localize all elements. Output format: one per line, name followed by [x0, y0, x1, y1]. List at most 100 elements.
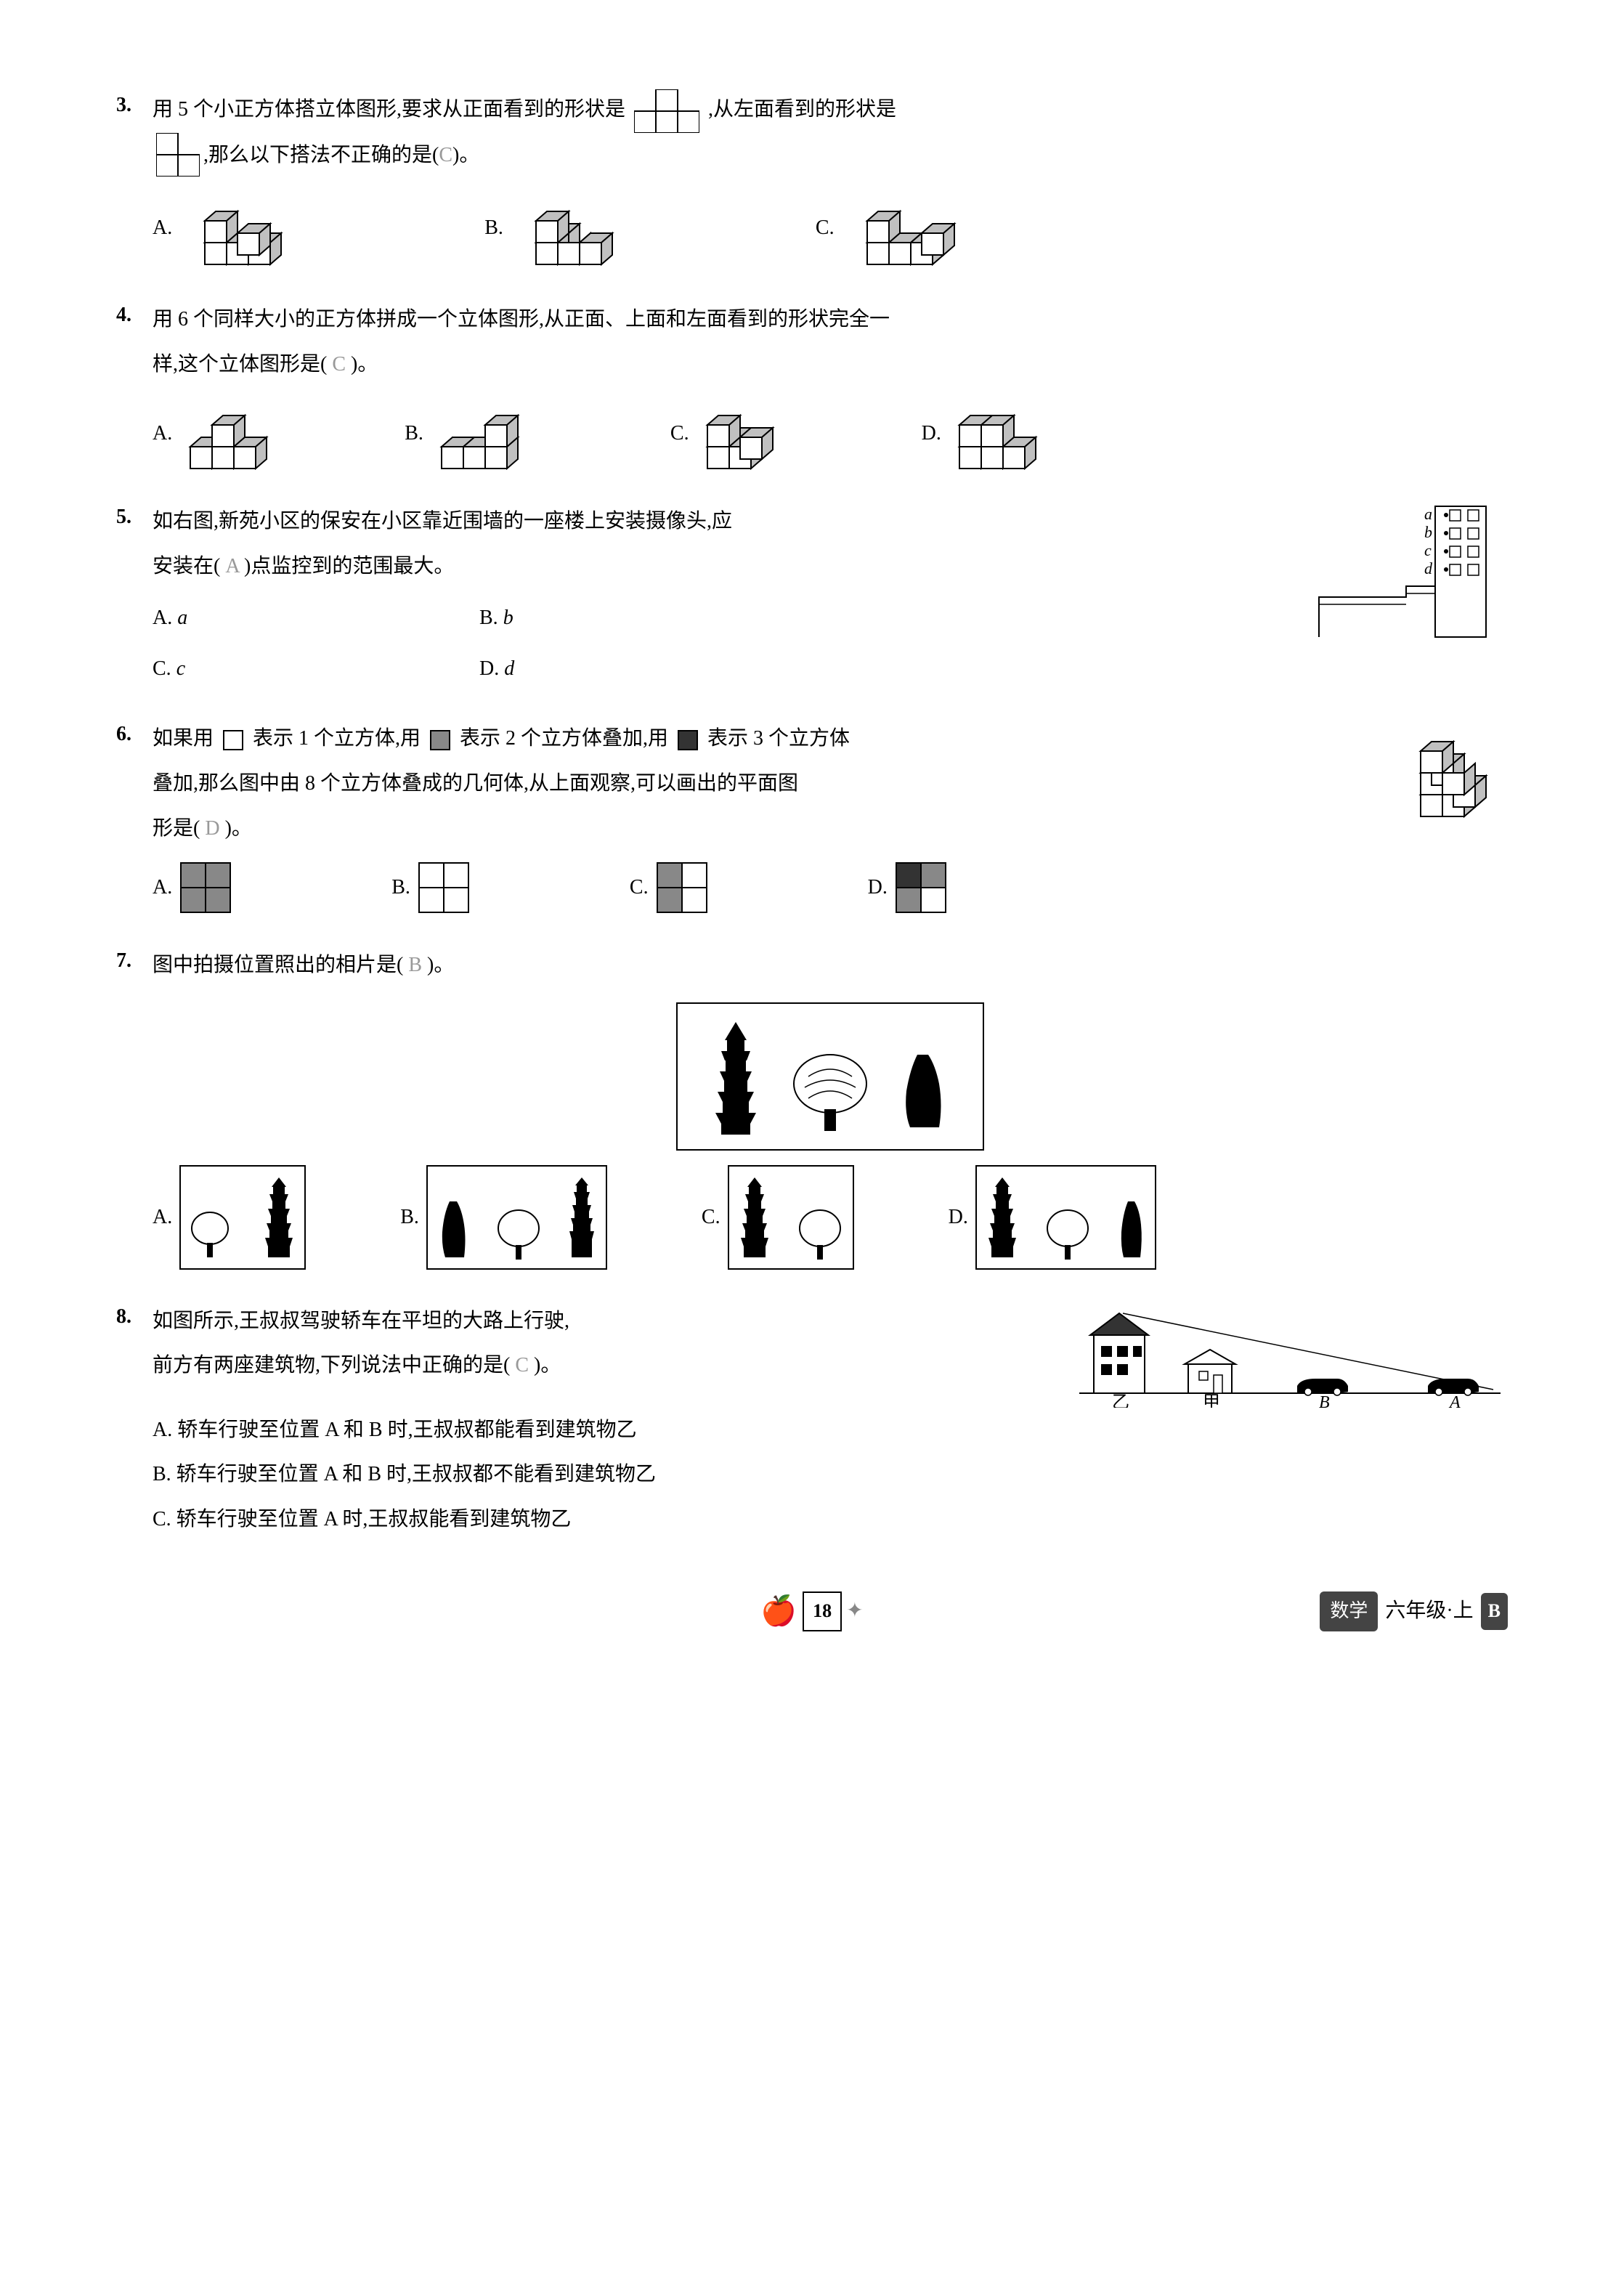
q8-scene-icon: 乙 甲 B A [1072, 1299, 1508, 1408]
q3-cube-c-icon [842, 188, 958, 268]
q3-front-view-shape [634, 89, 699, 133]
q5-body: 如右图,新苑小区的保安在小区靠近围墙的一座楼上安装摄像头,应 安装在( A )点… [153, 499, 1508, 687]
q4-cube-d-icon [949, 397, 1057, 470]
q6-cube-stack-icon [1392, 716, 1508, 832]
q6-diagram [1392, 716, 1508, 832]
q7d-statue-icon [1115, 1196, 1148, 1261]
q3-option-a: A. [153, 188, 296, 268]
q7-t1: 图中拍摄位置照出的相片是( [153, 954, 408, 976]
q6-t6: 形是( [153, 817, 205, 840]
q6-text-line2: 叠加,那么图中由 8 个立方体叠成的几何体,从上面观察,可以画出的平面图 [153, 761, 1377, 806]
q8-number: 8. [116, 1299, 153, 1335]
q8-option-b: B. 轿车行驶至位置 A 和 B 时,王叔叔都不能看到建筑物乙 [153, 1452, 1508, 1497]
q5-option-a: A. a [153, 600, 479, 636]
q5-b-label: B. [479, 607, 498, 629]
q5-diagram: a b c d [1304, 499, 1508, 644]
q6-opt-a-label: A. [153, 869, 172, 906]
q4-text-line1: 用 6 个同样大小的正方体拼成一个立体图形,从正面、上面和左面看到的形状完全一 [153, 297, 1508, 342]
q3-number: 3. [116, 87, 153, 123]
q8-diagram: 乙 甲 B A [1072, 1299, 1508, 1408]
svg-text:A: A [1448, 1393, 1461, 1408]
q3-text-2: ,从左面看到的形状是 [708, 98, 896, 121]
q4-options: A. B. C. D. [153, 397, 1508, 470]
q7-text: 图中拍摄位置照出的相片是( B )。 [153, 943, 1508, 988]
q6-gray-square-icon [429, 729, 451, 751]
q5-a-val: a [177, 607, 187, 629]
q3-cube-b-icon [511, 188, 627, 268]
q5-text-3: )点监控到的范围最大。 [244, 555, 454, 577]
q6-white-square-icon [222, 729, 244, 751]
q6-text-line3: 形是( D )。 [153, 806, 1377, 851]
star-icon: ✦ [846, 1593, 863, 1629]
q4-opt-b-label: B. [405, 415, 423, 452]
q8-t2: 前方有两座建筑物,下列说法中正确的是( [153, 1354, 515, 1376]
q6-opt-b-label: B. [391, 869, 410, 906]
q3-option-b: B. [484, 188, 627, 268]
q7-opt-a-label: A. [153, 1199, 172, 1236]
q4-text-2: 样,这个立体图形是( [153, 353, 332, 376]
q7c-pagoda-icon [736, 1174, 773, 1261]
svg-text:c: c [1424, 541, 1432, 559]
q5-number: 5. [116, 499, 153, 535]
q5-options: A. a B. b C. c D. d [153, 600, 806, 688]
q7d-tree-icon [1042, 1188, 1093, 1261]
q3-text-line2: ,那么以下搭法不正确的是( C )。 [153, 133, 1508, 178]
q4-opt-d-label: D. [922, 415, 941, 452]
q8-text-line2: 前方有两座建筑物,下列说法中正确的是( C )。 [153, 1343, 1072, 1388]
q6-t4: 表示 3 个立方体 [707, 727, 850, 750]
q5-b-val: b [503, 607, 513, 629]
grade-text: 六年级·上 [1385, 1593, 1473, 1629]
q5-text-2: 安装在( [153, 555, 225, 577]
q6-option-c: C. [630, 861, 708, 914]
q3-text-4: )。 [452, 133, 479, 178]
q3-options: A. B. [153, 188, 1508, 268]
q3-opt-a-label: A. [153, 210, 172, 246]
q5-text-line1: 如右图,新苑小区的保安在小区靠近围墙的一座楼上安装摄像头,应 [153, 499, 1304, 544]
q6-grid-d-icon [895, 861, 947, 914]
q4-cube-b-icon [431, 397, 554, 470]
q4-option-a: A. [153, 397, 288, 470]
q7-opt-d-label: D. [949, 1199, 968, 1236]
statue-icon [896, 1047, 954, 1135]
q4-opt-c-label: C. [670, 415, 689, 452]
q6-option-a: A. [153, 861, 232, 914]
q4-text-line2: 样,这个立体图形是( C )。 [153, 342, 1508, 387]
q6-t1: 如果用 [153, 727, 214, 750]
q4-option-d: D. [922, 397, 1057, 470]
q4-text-3: )。 [351, 353, 378, 376]
q8-option-a: A. 轿车行驶至位置 A 和 B 时,王叔叔都能看到建筑物乙 [153, 1408, 1508, 1453]
page-footer: 🍎 18 ✦ 数学 六年级·上 B [116, 1585, 1508, 1637]
q5-building-icon: a b c d [1304, 499, 1508, 644]
q6-opt-d-label: D. [868, 869, 888, 906]
q8-option-c: C. 轿车行驶至位置 A 时,王叔叔能看到建筑物乙 [153, 1497, 1508, 1542]
q5-answer: A [225, 555, 239, 577]
q7-opt-b-label: B. [400, 1199, 419, 1236]
q6-grid-b-icon [418, 861, 470, 914]
q7a-pagoda-icon [261, 1174, 297, 1261]
tree-icon [787, 1047, 874, 1135]
svg-text:B: B [1319, 1393, 1330, 1408]
q8-text-line1: 如图所示,王叔叔驾驶轿车在平坦的大路上行驶, [153, 1299, 1072, 1344]
svg-text:a: a [1424, 505, 1432, 523]
page-number: 18 [803, 1591, 842, 1631]
q6-opt-c-label: C. [630, 869, 649, 906]
question-5: 5. 如右图,新苑小区的保安在小区靠近围墙的一座楼上安装摄像头,应 安装在( A… [116, 499, 1508, 687]
q6-option-d: D. [868, 861, 947, 914]
q3-opt-b-label: B. [484, 210, 503, 246]
q6-t7: )。 [225, 817, 252, 840]
q6-black-square-icon [677, 729, 699, 751]
q7-option-d: D. [949, 1165, 1156, 1270]
q7-options: A. B. C. D. [153, 1165, 1508, 1270]
q7d-pagoda-icon [984, 1174, 1020, 1261]
q3-option-c: C. [816, 188, 958, 268]
footer-right: 数学 六年级·上 B [1320, 1591, 1508, 1631]
q3-text: 用 5 个小正方体搭立体图形,要求从正面看到的形状是 ,从左面看到的形状是 [153, 87, 1508, 133]
q3-body: 用 5 个小正方体搭立体图形,要求从正面看到的形状是 ,从左面看到的形状是 ,那… [153, 87, 1508, 268]
q3-text-1: 用 5 个小正方体搭立体图形,要求从正面看到的形状是 [153, 98, 625, 121]
q7-answer: B [408, 954, 422, 976]
q7-option-b: B. [400, 1165, 607, 1270]
q6-options: A. B. C. D. [153, 861, 1508, 914]
q5-text-line2: 安装在( A )点监控到的范围最大。 [153, 544, 1304, 589]
q5-c-label: C. [153, 657, 171, 680]
q8-answer: C [515, 1354, 529, 1376]
